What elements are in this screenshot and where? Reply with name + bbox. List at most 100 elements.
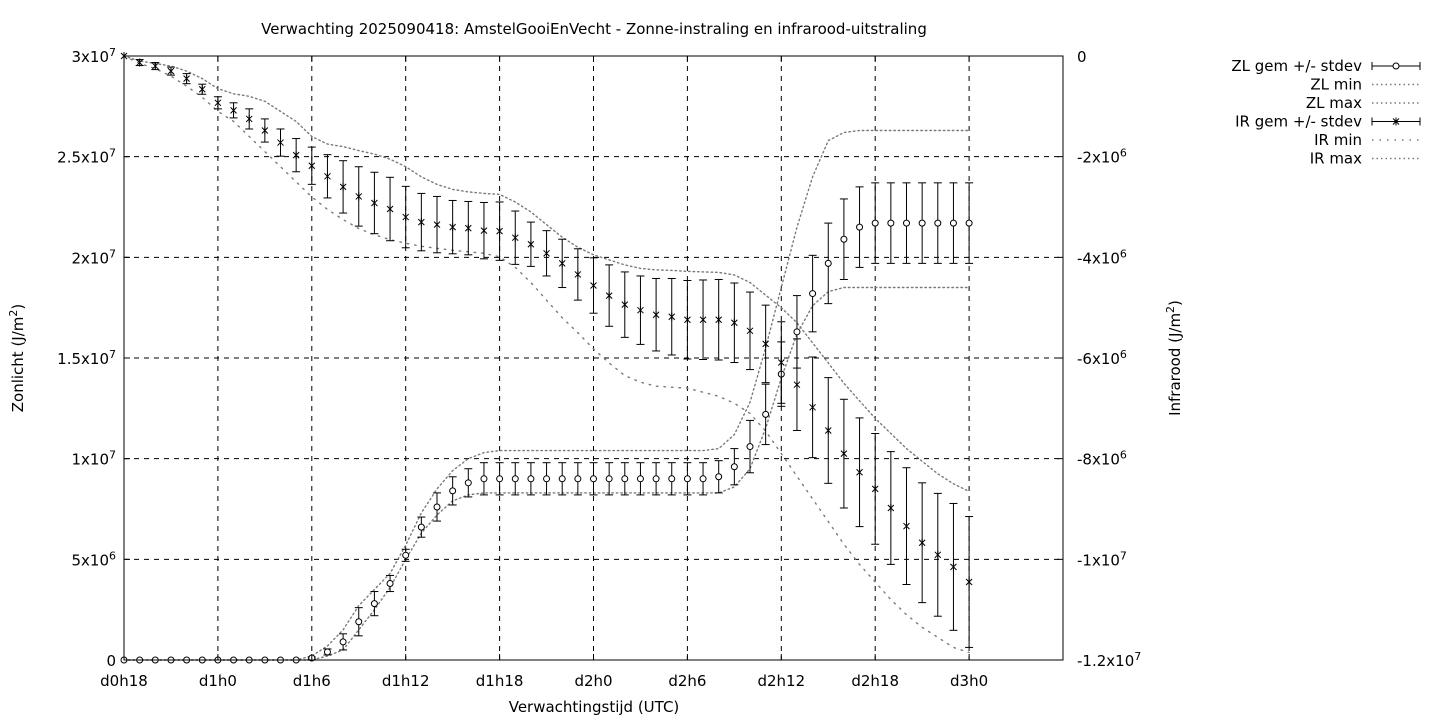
data-point [370,600,378,608]
data-point [417,523,425,531]
data-point [871,219,879,227]
x-tick-label: d1h0 [199,672,237,690]
chart-title: Verwachting 2025090418: AmstelGooiEnVech… [261,20,927,38]
data-point [527,475,535,483]
data-point [308,161,316,170]
data-point [151,62,159,71]
y-tick-label: 3x107​ [71,46,116,66]
data-point [684,315,691,324]
data-point [918,219,926,227]
x-axis-label: Verwachtingstijd (UTC) [509,698,680,716]
data-point [433,220,441,229]
y2-tick-label: -6x106​ [1077,348,1127,368]
data-point [292,151,300,160]
data-point [511,233,519,242]
data-point [918,538,926,547]
series-ir-gem [120,52,974,648]
data-point [621,475,629,483]
x-tick-label: d2h18 [851,672,899,690]
series-zl-max [123,129,970,661]
y2-tick-label: 0 [1077,48,1087,66]
data-point [715,315,723,324]
y2-tick-label: -4x106​ [1077,247,1127,267]
legend-label: IR min [1314,131,1362,149]
data-point [371,198,378,207]
data-point [605,291,613,300]
series-ir-min [123,55,970,654]
x-tick-label: d1h18 [476,672,524,690]
data-point [449,487,457,495]
data-point [386,579,394,587]
data-point [511,475,519,483]
data-point [339,638,347,646]
data-point [793,328,801,336]
data-point [762,410,770,418]
data-point [668,312,676,321]
data-point [402,551,410,559]
x-tick-label: d1h6 [293,672,331,690]
data-point [339,182,347,191]
data-point [903,522,910,531]
x-tick-label: d0h18 [100,672,148,690]
series-ir-max [123,55,970,493]
data-point [856,223,864,231]
y-tick-label: 5x106​ [71,549,116,569]
data-point [574,270,582,279]
data-point [402,213,410,222]
x-tick-label: d2h12 [757,672,805,690]
data-point [871,484,879,493]
y-tick-label: 0 [106,652,116,670]
data-point [730,463,738,471]
data-point [965,577,973,586]
legend-label: ZL max [1306,94,1362,112]
data-point [167,67,175,76]
data-point [777,358,785,367]
data-point [887,503,895,512]
data-point [543,249,550,258]
data-point [386,205,394,214]
data-point [527,240,535,249]
data-point [464,479,472,487]
data-point [245,114,253,123]
data-point [762,339,770,348]
y-tick-label: 2.5x107​ [57,147,116,167]
data-point [699,315,707,324]
data-point [230,106,237,115]
data-point [183,74,190,83]
data-point [324,172,331,181]
legend-label: IR max [1310,150,1362,168]
data-point [261,126,269,135]
legend-label: ZL min [1310,76,1362,94]
data-point [574,475,582,483]
series-zl-gem [120,182,974,664]
y-axis-label: Zonlicht (J/m2) [7,304,27,413]
data-point [840,449,848,458]
data-point [793,380,801,389]
data-point [652,310,660,319]
data-point [824,259,832,267]
data-point [746,326,754,335]
data-point [949,219,957,227]
data-point [480,226,488,235]
data-point [543,475,551,483]
data-point [809,403,816,412]
data-point [934,219,942,227]
data-point [558,475,566,483]
data-point [746,443,754,451]
data-point [558,259,566,268]
x-tick-label: d2h0 [574,672,612,690]
y2-axis-label: Infrarood (J/m2) [1164,300,1184,416]
legend-marker [1392,117,1400,126]
data-point [934,550,942,559]
data-point [887,219,895,227]
legend-marker [1392,62,1400,70]
data-point [277,138,284,147]
y-tick-label: 1.5x107​ [57,348,116,368]
data-point [621,300,629,309]
data-point [950,562,957,571]
x-tick-label: d3h0 [950,672,988,690]
data-point [464,224,472,233]
y2-tick-label: -8x106​ [1077,449,1127,469]
y2-tick-label: -2x106​ [1077,147,1127,167]
